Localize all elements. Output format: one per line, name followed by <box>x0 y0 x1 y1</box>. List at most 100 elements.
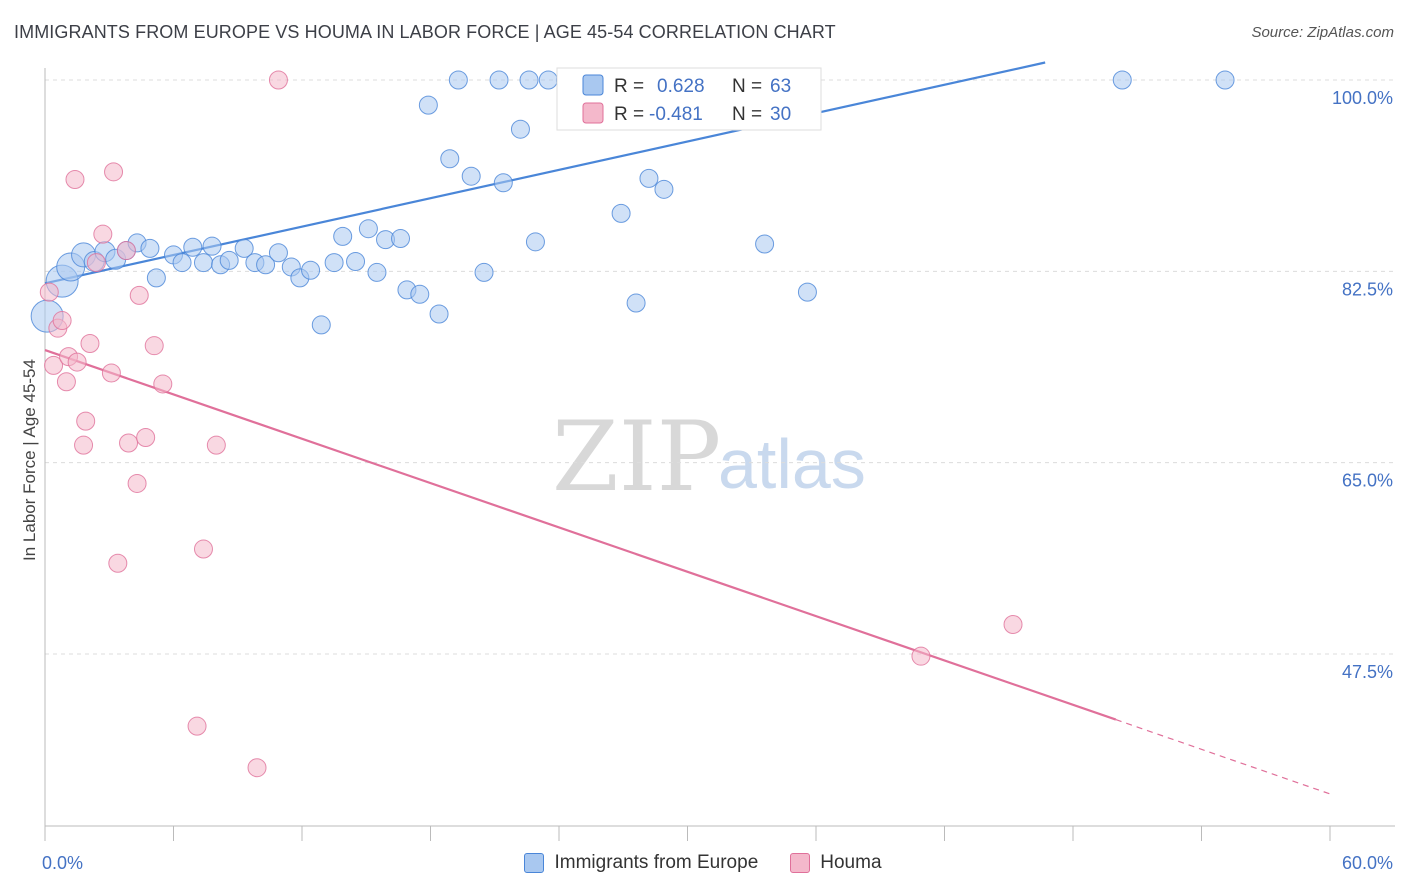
legend-n-label-1: N = <box>732 76 762 97</box>
x-tick-label: 0.0% <box>42 853 83 873</box>
data-point <box>187 716 207 736</box>
y-tick-label: 100.0% <box>1332 88 1393 108</box>
data-point <box>136 428 156 448</box>
legend-r-label-1: R = <box>614 76 644 97</box>
legend-swatch-europe <box>582 74 604 96</box>
data-point <box>367 262 387 282</box>
watermark-atlas: atlas <box>718 425 866 503</box>
legend-n-value-2: 30 <box>770 104 791 125</box>
legend-r-label-2: R = <box>614 104 644 125</box>
data-point <box>74 435 94 455</box>
data-point <box>346 251 366 271</box>
data-point <box>127 473 147 493</box>
data-point <box>639 168 659 188</box>
data-point <box>144 336 164 356</box>
data-point <box>538 70 558 90</box>
legend-swatch-europe-bottom <box>524 853 545 873</box>
data-point <box>44 355 64 375</box>
data-point <box>86 253 106 273</box>
data-point <box>418 95 438 115</box>
data-point <box>626 293 646 313</box>
data-point <box>65 169 85 189</box>
data-point <box>519 70 539 90</box>
y-tick-labels: 100.0% 82.5% 65.0% 47.5% <box>1332 88 1393 682</box>
data-point <box>80 333 100 353</box>
data-point <box>116 241 136 261</box>
data-point <box>797 282 817 302</box>
legend-n-label-2: N = <box>732 104 762 125</box>
legend-swatch-houma <box>582 102 604 124</box>
data-point <box>153 374 173 394</box>
legend-r-value-1: 0.628 <box>657 76 705 97</box>
data-point <box>56 372 76 392</box>
data-point <box>129 285 149 305</box>
data-point <box>193 539 213 559</box>
data-point <box>256 255 276 275</box>
data-point <box>219 250 239 270</box>
data-point <box>301 260 321 280</box>
data-point <box>911 646 931 666</box>
data-point <box>52 311 72 331</box>
data-point <box>39 282 59 302</box>
data-point <box>183 237 203 257</box>
data-point <box>391 229 411 249</box>
data-point <box>1112 70 1132 90</box>
data-point <box>202 236 222 256</box>
y-tick-label: 82.5% <box>1342 279 1393 299</box>
data-point <box>311 315 331 335</box>
data-point <box>268 70 288 90</box>
x-tick-labels: 0.0% 60.0% <box>42 853 1393 873</box>
data-point <box>67 352 87 372</box>
x-tick-label: 60.0% <box>1342 853 1393 873</box>
data-point <box>146 268 166 288</box>
data-point <box>108 553 128 573</box>
legend-r-value-2: -0.481 <box>649 104 703 125</box>
chart-title: IMMIGRANTS FROM EUROPE VS HOUMA IN LABOR… <box>14 22 836 42</box>
data-point <box>461 166 481 186</box>
data-point <box>510 119 530 139</box>
data-point <box>1003 614 1023 634</box>
data-point <box>76 411 96 431</box>
data-point <box>268 243 288 263</box>
data-point <box>448 70 468 90</box>
legend-label-europe: Immigrants from Europe <box>554 852 759 873</box>
data-point <box>101 363 121 383</box>
watermark-zip: ZIP <box>552 401 721 513</box>
data-point <box>140 238 160 258</box>
data-point <box>93 224 113 244</box>
data-point <box>474 262 494 282</box>
data-point <box>493 173 513 193</box>
correlation-legend: R = 0.628 N = 63 R = -0.481 N = 30 <box>556 67 822 131</box>
data-point <box>489 70 509 90</box>
y-tick-label: 65.0% <box>1342 471 1393 491</box>
data-point <box>358 219 378 239</box>
axes <box>44 68 1395 841</box>
legend-item-europe: Immigrants from Europe <box>524 852 758 874</box>
data-point <box>429 304 449 324</box>
data-point <box>193 253 213 273</box>
data-point <box>440 149 460 169</box>
data-point <box>654 179 674 199</box>
legend-label-houma: Houma <box>820 852 882 873</box>
trend-line <box>44 349 1117 721</box>
data-point <box>234 238 254 258</box>
data-point <box>525 232 545 252</box>
data-point <box>611 203 631 223</box>
legend-n-value-1: 63 <box>770 76 791 97</box>
legend-item-houma: Houma <box>790 852 882 874</box>
data-point <box>119 433 139 453</box>
series-legend: Immigrants from Europe Houma <box>0 852 1406 874</box>
legend-swatch-houma-bottom <box>790 853 811 873</box>
data-point <box>755 234 775 254</box>
data-point <box>410 284 430 304</box>
data-point <box>104 162 124 182</box>
data-point <box>206 435 226 455</box>
trend-line-extension <box>1115 719 1331 795</box>
source-label: Source: ZipAtlas.com <box>1251 24 1394 41</box>
data-point <box>1215 70 1235 90</box>
y-tick-label: 47.5% <box>1342 662 1393 682</box>
gridlines <box>45 79 1395 655</box>
data-point <box>333 226 353 246</box>
data-point <box>172 253 192 273</box>
